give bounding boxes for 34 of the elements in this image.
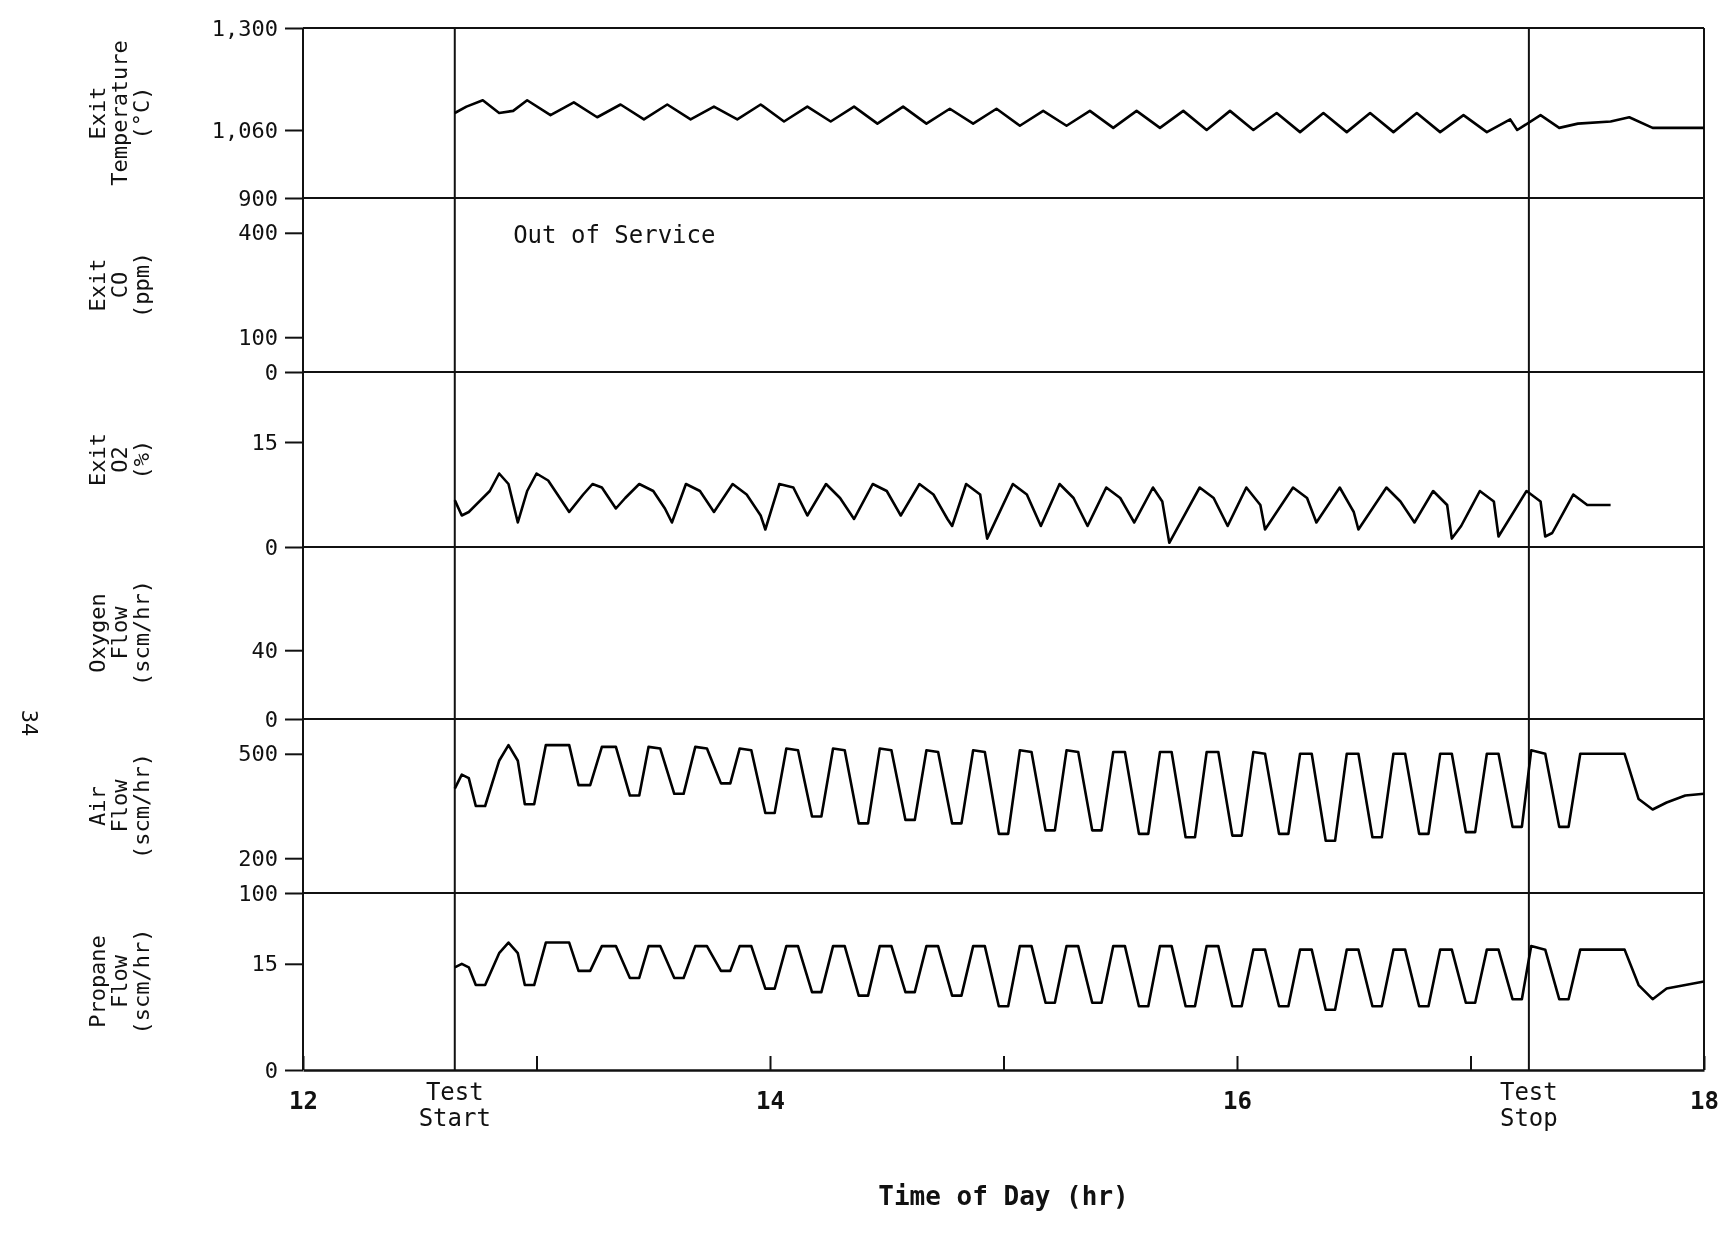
ref-line-label: Test Stop bbox=[1499, 1078, 1558, 1132]
line-series bbox=[453, 743, 1706, 843]
x-tick-label: 16 bbox=[1223, 1087, 1252, 1116]
x-tick-label: 12 bbox=[289, 1087, 318, 1116]
annotation: Out of Service bbox=[513, 221, 716, 249]
y-tick-label: 0 bbox=[264, 1057, 278, 1083]
y-tick-label: 1,300 bbox=[211, 15, 278, 41]
text: 34 bbox=[17, 709, 42, 737]
y-tick-label: 0 bbox=[264, 706, 278, 732]
y-tick-label: 200 bbox=[238, 845, 278, 871]
line-series bbox=[453, 98, 1706, 134]
y-axis-title: Exit CO (ppm) bbox=[85, 251, 154, 319]
y-tick-label: 100 bbox=[238, 880, 278, 906]
x-axis-title: Time of Day (hr) bbox=[878, 1181, 1129, 1211]
y-tick-label: 400 bbox=[238, 220, 278, 246]
y-axis-title: Propane Flow (scm/hr) bbox=[85, 928, 154, 1035]
y-tick-label: 0 bbox=[264, 534, 278, 560]
y-tick-label: 0 bbox=[264, 359, 278, 385]
y-tick-label: 100 bbox=[238, 324, 278, 350]
y-tick-label: 15 bbox=[251, 951, 278, 977]
y-tick-label: 40 bbox=[251, 637, 278, 663]
line-series bbox=[453, 941, 1706, 1012]
x-tick-label: 14 bbox=[756, 1087, 785, 1116]
y-axis-title: Exit O2 (%) bbox=[85, 433, 154, 486]
line-series bbox=[453, 472, 1612, 545]
y-axis-title: Oxygen Flow (scm/hr) bbox=[85, 580, 154, 686]
y-axis-title: Air Flow (scm/hr) bbox=[85, 753, 154, 859]
ref-line-label: Test Start bbox=[418, 1078, 491, 1132]
y-tick-label: 500 bbox=[238, 741, 278, 767]
x-tick-label: 18 bbox=[1690, 1087, 1719, 1116]
y-tick-label: 1,060 bbox=[211, 117, 278, 143]
y-tick-label: 900 bbox=[238, 185, 278, 211]
y-axis-title: Exit Temperature (°C) bbox=[85, 40, 154, 186]
y-tick-label: 15 bbox=[251, 429, 278, 455]
